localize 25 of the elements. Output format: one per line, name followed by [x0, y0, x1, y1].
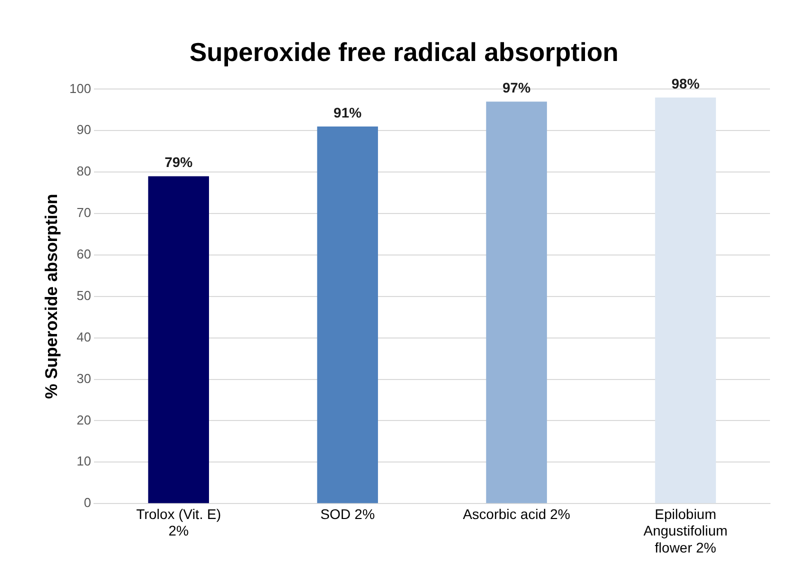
y-tick-label: 20: [76, 412, 92, 428]
y-tick-label: 70: [76, 205, 92, 220]
bar: [655, 97, 716, 504]
y-tick-label: 40: [76, 329, 92, 344]
y-tick-label: 60: [76, 246, 92, 262]
x-tick-label: SOD 2%: [320, 506, 375, 522]
y-tick-label: 0: [84, 495, 92, 510]
y-tick-label: 80: [76, 164, 92, 179]
y-axis-title: % Superoxide absorption: [42, 194, 61, 399]
data-label: 97%: [502, 79, 532, 96]
x-tick-label: Trolox (Vit. E) 2%: [136, 506, 221, 539]
x-tick-label: Epilobium Angustifolium flower 2%: [643, 506, 728, 556]
y-tick-label: 50: [76, 288, 92, 303]
bar: [148, 176, 209, 504]
x-tick-label: Ascorbic acid 2%: [462, 506, 570, 522]
chart-title: Superoxide free radical absorption: [189, 36, 619, 67]
data-label: 79%: [164, 154, 194, 170]
bar: [317, 126, 378, 504]
bar: [486, 102, 547, 504]
y-tick-label: 90: [76, 122, 92, 138]
y-tick-label: 30: [76, 370, 92, 386]
y-tick-label: 10: [76, 454, 92, 469]
data-label: 91%: [334, 104, 362, 120]
data-label: 98%: [671, 75, 700, 92]
y-tick-label: 100: [69, 80, 92, 96]
